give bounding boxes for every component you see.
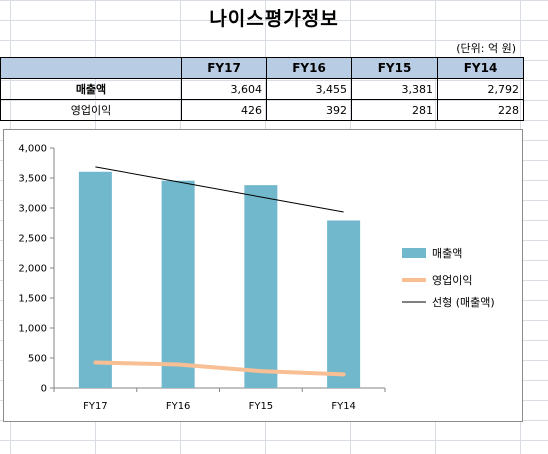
legend-label: 선형 (매출액) [432,296,495,309]
bar [78,171,112,388]
unit-label: (단위: 억 원) [456,42,516,55]
y-tick-label: 1,000 [18,324,47,335]
chart-area[interactable]: 0 500 1,000 1,500 2,000 2,500 3,000 3,500 4,000 F… [3,129,523,422]
legend-label: 영업이익 [432,274,472,287]
table-header-cell[interactable]: FY15 [351,57,438,79]
y-tick-label: 3,500 [18,174,47,185]
y-tick-label: 1,500 [18,294,47,305]
y-tick-label: 2,000 [18,264,47,275]
table-cell[interactable]: 281 [351,99,438,121]
x-tick-label: FY17 [83,401,108,412]
table-row: 매출액 3,604 3,455 3,381 2,792 [0,78,524,100]
bar [244,185,278,388]
bar [327,220,361,388]
x-tick-label: FY16 [166,401,191,412]
table-row: 영업이익 426 392 281 228 [0,99,524,121]
x-tick-label: FY15 [249,401,274,412]
series-line [93,360,346,377]
table-header-cell[interactable]: FY16 [266,57,352,79]
trend-line [95,166,344,213]
legend-swatch [402,248,426,258]
table-cell[interactable]: 3,604 [181,78,267,100]
table-cell[interactable]: 228 [437,99,524,121]
y-tick-label: 3,000 [18,204,47,215]
table-header-cell[interactable]: FY17 [181,57,267,79]
table-header-cell[interactable]: FY14 [437,57,524,79]
chart-svg: 0 500 1,000 1,500 2,000 2,500 3,000 3,500 4,000 F… [18,144,495,413]
table-cell[interactable]: 3,455 [266,78,352,100]
table-cell[interactable]: 2,792 [437,78,524,100]
bar [161,180,195,388]
sheet-title: 나이스평가정보 [209,8,339,30]
y-tick-label: 4,000 [18,144,47,155]
x-tick-label: FY14 [331,401,356,412]
table-cell[interactable]: 3,381 [351,78,438,100]
y-tick-label: 0 [41,384,47,395]
table-cell[interactable]: 426 [181,99,267,121]
legend-label: 매출액 [432,247,462,260]
financial-table: FY17 FY16 FY15 FY14 매출액 3,604 3,455 3,38… [0,57,524,121]
table-header-row: FY17 FY16 FY15 FY14 [0,57,524,79]
row-label[interactable]: 매출액 [0,78,182,100]
table-cell[interactable]: 392 [266,99,352,121]
table-header-cell[interactable] [0,57,182,79]
y-tick-label: 2,500 [18,234,47,245]
row-label[interactable]: 영업이익 [0,99,182,121]
y-tick-label: 500 [28,354,47,365]
